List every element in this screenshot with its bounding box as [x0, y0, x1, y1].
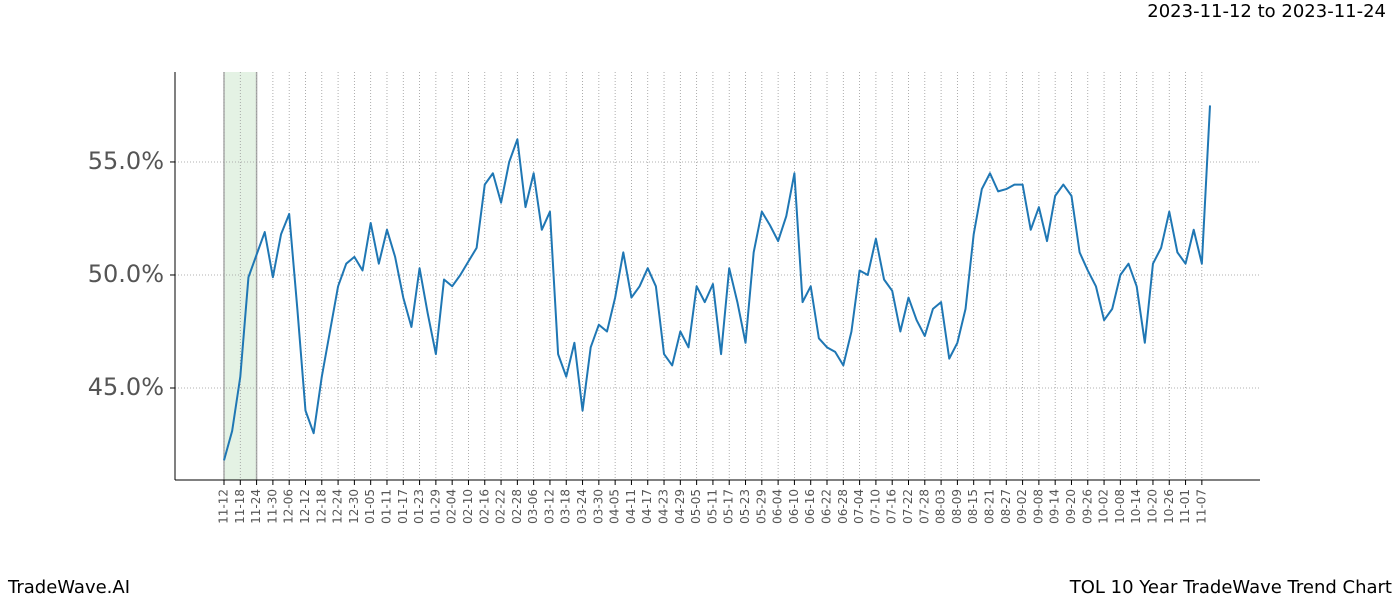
- x-tick-label: 10-26: [1162, 489, 1176, 524]
- x-tick-label: 10-02: [1097, 489, 1111, 524]
- chart-title: TOL 10 Year TradeWave Trend Chart: [1069, 577, 1392, 598]
- x-tick-label: 10-14: [1129, 489, 1143, 524]
- x-tick-label: 05-05: [689, 489, 703, 524]
- x-tick-label: 05-11: [705, 489, 719, 524]
- x-tick-label: 03-18: [559, 489, 573, 524]
- x-tick-label: 02-16: [477, 489, 491, 524]
- x-tick-label: 11-18: [233, 489, 247, 524]
- x-tick-label: 04-23: [657, 489, 671, 524]
- x-tick-label: 07-16: [885, 489, 899, 524]
- x-tick-label: 09-02: [1015, 489, 1029, 524]
- x-tick-label: 05-29: [754, 489, 768, 524]
- x-tick-label: 03-30: [591, 489, 605, 524]
- y-tick-label: 55.0%: [88, 147, 164, 175]
- x-tick-label: 01-17: [396, 489, 410, 524]
- x-tick-label: 03-06: [526, 489, 540, 524]
- subtitle: 2023-11-12 to 2023-11-24: [1147, 1, 1386, 22]
- x-tick-label: 08-21: [982, 489, 996, 524]
- x-tick-label: 02-28: [510, 489, 524, 524]
- x-tick-label: 07-04: [852, 489, 866, 524]
- x-tick-label: 01-29: [428, 489, 442, 524]
- x-tick-label: 04-29: [673, 489, 687, 524]
- x-tick-label: 10-08: [1113, 489, 1127, 524]
- watermark: TradeWave.AI: [7, 577, 130, 598]
- x-tick-label: 06-10: [787, 489, 801, 524]
- x-tick-label: 11-01: [1178, 489, 1192, 524]
- x-tick-label: 07-28: [917, 489, 931, 524]
- x-tick-label: 09-26: [1080, 489, 1094, 524]
- x-tick-label: 03-12: [542, 489, 556, 524]
- x-tick-label: 06-04: [771, 489, 785, 524]
- x-tick-label: 01-23: [412, 489, 426, 524]
- data-line: [223, 105, 1211, 461]
- x-tick-label: 10-20: [1145, 489, 1159, 524]
- x-tick-label: 11-12: [217, 489, 231, 524]
- x-tick-label: 06-16: [803, 489, 817, 524]
- x-tick-label: 08-15: [966, 489, 980, 524]
- x-tick-label: 09-14: [1048, 489, 1062, 524]
- x-tick-label: 09-20: [1064, 489, 1078, 524]
- x-tick-label: 12-24: [331, 489, 345, 524]
- x-tick-label: 06-22: [820, 489, 834, 524]
- x-tick-label: 02-04: [445, 489, 459, 524]
- x-tick-label: 08-09: [950, 489, 964, 524]
- x-tick-label: 04-11: [624, 489, 638, 524]
- x-tick-label: 12-12: [298, 489, 312, 524]
- x-tick-label: 12-18: [314, 489, 328, 524]
- x-tick-label: 07-22: [901, 489, 915, 524]
- y-tick-label: 50.0%: [88, 260, 164, 288]
- x-tick-label: 08-03: [934, 489, 948, 524]
- x-tick-label: 11-24: [249, 489, 263, 524]
- x-tick-label: 02-22: [494, 489, 508, 524]
- x-tick-label: 09-08: [1031, 489, 1045, 524]
- x-tick-label: 06-28: [836, 489, 850, 524]
- x-tick-label: 03-24: [575, 489, 589, 524]
- x-tick-label: 12-06: [282, 489, 296, 524]
- x-tick-label: 11-30: [265, 489, 279, 524]
- x-tick-label: 01-05: [363, 489, 377, 524]
- x-tick-label: 01-11: [379, 489, 393, 524]
- x-tick-label: 02-10: [461, 489, 475, 524]
- x-tick-label: 05-23: [738, 489, 752, 524]
- x-tick-label: 05-17: [722, 489, 736, 524]
- x-tick-label: 04-05: [608, 489, 622, 524]
- x-tick-label: 11-07: [1194, 489, 1208, 524]
- x-tick-label: 08-27: [999, 489, 1013, 524]
- x-tick-label: 04-17: [640, 489, 654, 524]
- x-tick-label: 07-10: [868, 489, 882, 524]
- x-tick-label: 12-30: [347, 489, 361, 524]
- y-tick-label: 45.0%: [88, 373, 164, 401]
